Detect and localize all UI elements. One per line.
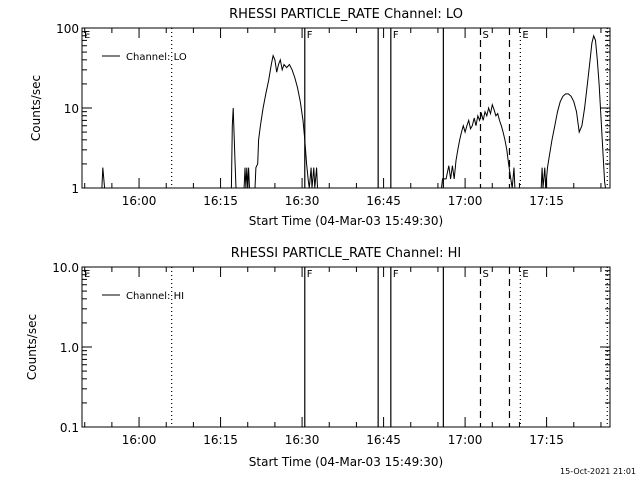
- x-tick-label: 16:15: [203, 194, 238, 208]
- y-tick-label: 100: [56, 22, 79, 36]
- annotation-label: S: [482, 269, 488, 280]
- x-tick-label: 17:00: [448, 194, 483, 208]
- hi-channel-panel: RHESSI PARTICLE_RATE Channel: HI 0.1 1.0 10…: [25, 246, 611, 469]
- x-axis-label: Start Time (04-Mar-03 15:49:30): [249, 455, 443, 469]
- annotation-label: F: [307, 30, 313, 41]
- x-tick-label: 17:15: [529, 433, 564, 447]
- x-tick-label: 16:45: [366, 194, 401, 208]
- chart-title: RHESSI PARTICLE_RATE Channel: LO: [229, 7, 463, 22]
- x-tick-label: 16:15: [203, 433, 238, 447]
- series-line: [101, 34, 606, 189]
- x-tick-label: 16:00: [122, 194, 157, 208]
- lo-channel-panel: RHESSI PARTICLE_RATE Channel: LO 1 10 100 16…: [29, 7, 611, 228]
- annotation-label: S: [482, 30, 488, 41]
- annotation-label: F: [307, 269, 313, 280]
- y-axis-label: Counts/sec: [29, 75, 43, 141]
- y-tick-label: 0.1: [60, 421, 79, 435]
- annotation-label: E: [84, 269, 90, 280]
- x-tick-label: 16:45: [366, 433, 401, 447]
- annotation-label: E: [522, 269, 528, 280]
- x-tick-label: 17:15: [529, 194, 564, 208]
- legend-entry: Channel: LO: [126, 52, 187, 63]
- annotation-label: E: [84, 30, 90, 41]
- annotation-label: F: [393, 269, 399, 280]
- y-tick-label: 1.0: [60, 341, 79, 355]
- x-tick-label: 16:00: [122, 433, 157, 447]
- y-tick-label: 1: [71, 182, 79, 196]
- annotation-label: F: [393, 30, 399, 41]
- annotation-label: E: [522, 30, 528, 41]
- x-tick-label: 17:00: [448, 433, 483, 447]
- legend-entry: Channel: HI: [126, 291, 184, 302]
- x-tick-label: 16:30: [285, 433, 320, 447]
- chart-title: RHESSI PARTICLE_RATE Channel: HI: [231, 246, 461, 261]
- y-axis-label: Counts/sec: [25, 314, 39, 380]
- y-tick-label: 10.0: [52, 261, 79, 275]
- footer-timestamp: 15-Oct-2021 21:01: [560, 467, 636, 476]
- x-tick-label: 16:30: [285, 194, 320, 208]
- y-tick-label: 10: [64, 102, 79, 116]
- x-axis-label: Start Time (04-Mar-03 15:49:30): [249, 214, 443, 228]
